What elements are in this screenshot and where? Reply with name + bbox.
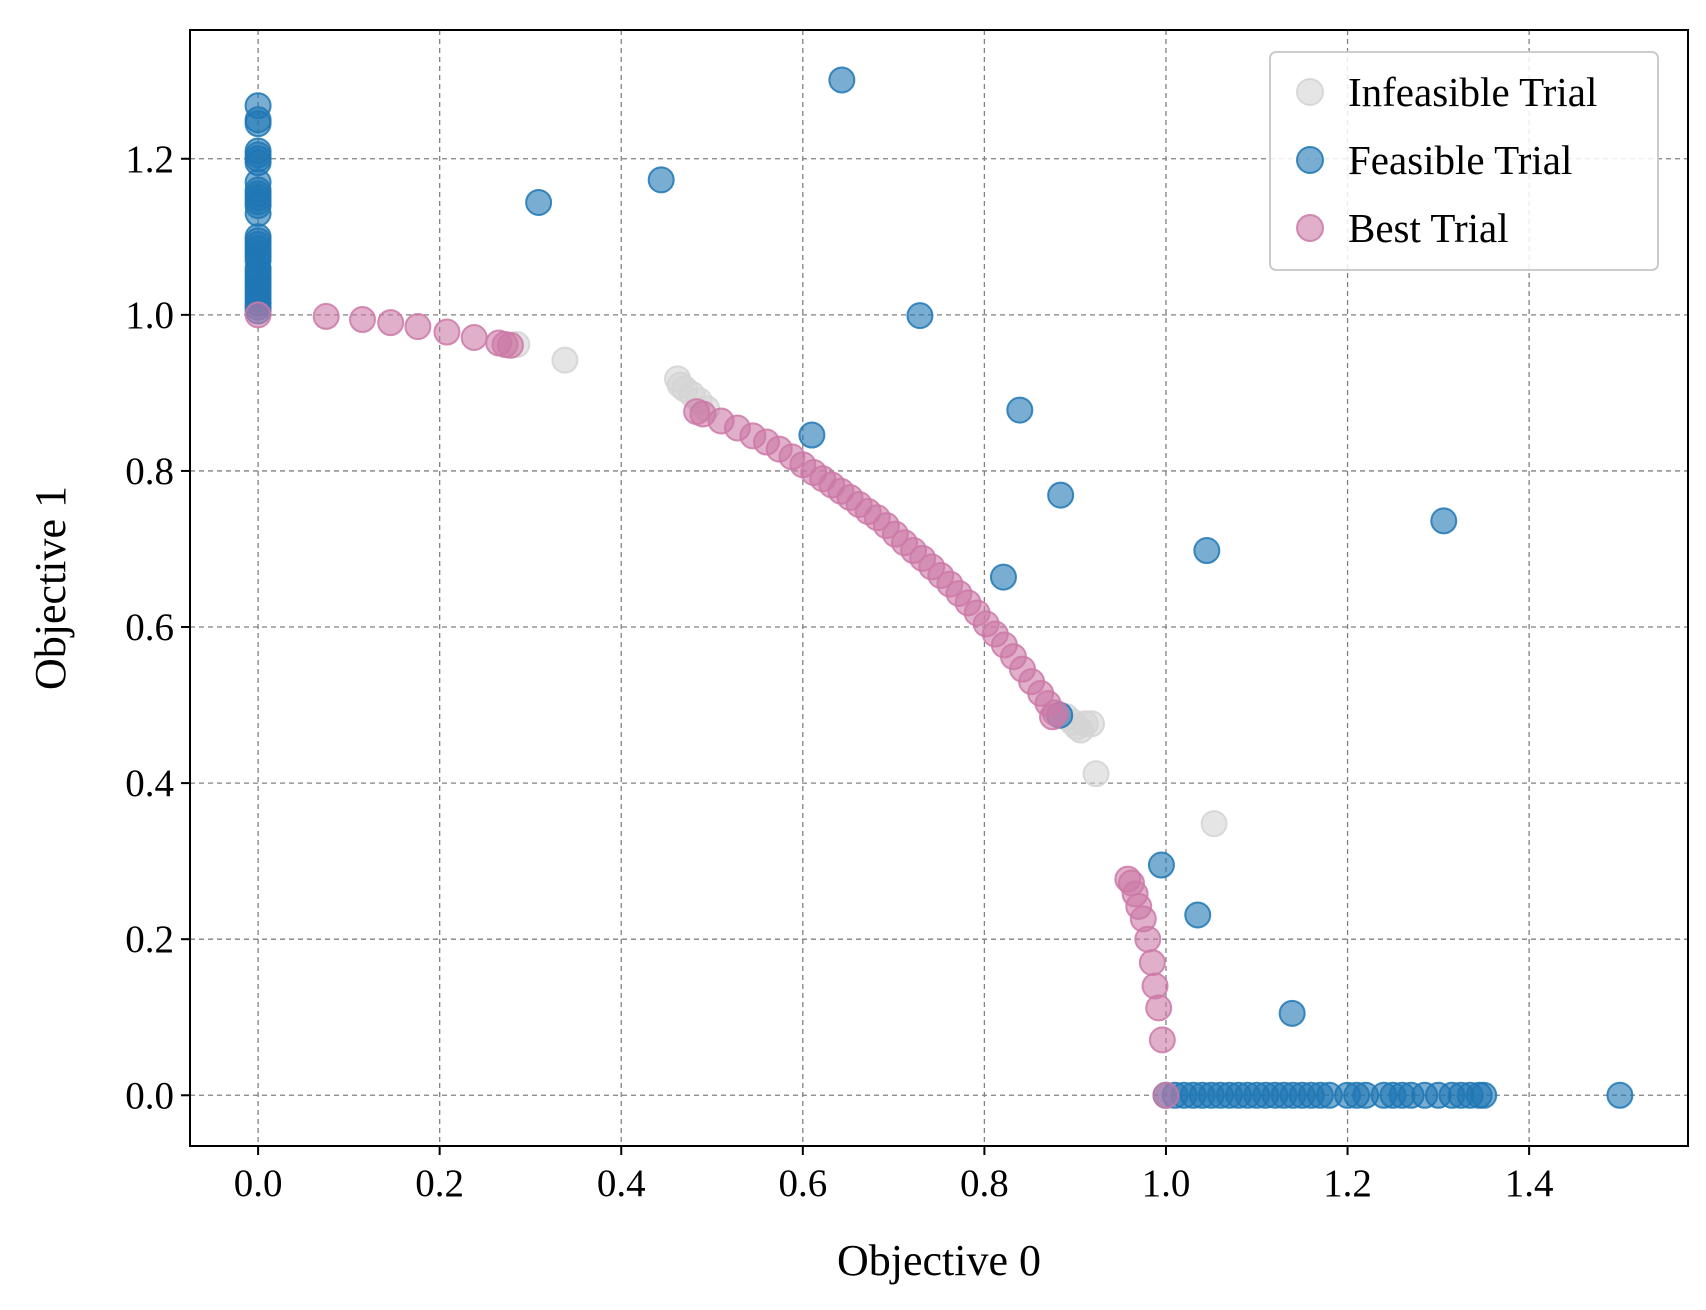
x-tick-label: 0.8 (960, 1162, 1009, 1205)
best-trial-point (1038, 703, 1066, 731)
best-trial-point (1138, 949, 1166, 977)
feasible-trial-point (647, 166, 675, 194)
best-trial-point (460, 323, 488, 351)
y-tick-label: 0.8 (125, 450, 174, 493)
feasible-trial-point (798, 421, 826, 449)
infeasible-trial-point (1078, 710, 1106, 738)
y-tick-label: 0.6 (125, 606, 174, 649)
x-tick-label: 0.4 (597, 1162, 646, 1205)
x-tick-label: 1.2 (1323, 1162, 1372, 1205)
feasible-trial-point (906, 302, 934, 330)
feasible-trial-point (525, 188, 553, 216)
best-trial-point (404, 313, 432, 341)
x-tick-label: 1.4 (1505, 1162, 1554, 1205)
x-tick-label: 0.0 (234, 1162, 283, 1205)
x-tick-label: 0.6 (778, 1162, 827, 1205)
best-trial-point (1148, 1026, 1176, 1054)
best-trial-point (312, 302, 340, 330)
best-trial-point (1134, 925, 1162, 953)
feasible-trial-point (1006, 396, 1034, 424)
best-trial-point (377, 309, 405, 337)
points-layer (244, 66, 1634, 1109)
feasible-trial-point (828, 66, 856, 94)
best-trial-point (244, 301, 272, 329)
y-tick-label: 0.4 (125, 762, 174, 805)
feasible-trial-point (989, 563, 1017, 591)
feasible-trial-point (1184, 901, 1212, 929)
feasible-trial-point (244, 110, 272, 138)
y-axis-title: Objective 1 (26, 486, 75, 690)
legend-marker-infeasible (1296, 78, 1324, 106)
infeasible-trial-point (1200, 810, 1228, 838)
infeasible-trial-point (551, 346, 579, 374)
legend-marker-best (1296, 214, 1324, 242)
feasible-trial-point (1193, 537, 1221, 565)
plot-frame (189, 29, 1689, 1147)
feasible-trial-point (1430, 507, 1458, 535)
best-trial-point (1152, 1081, 1180, 1109)
x-tick-label: 0.2 (415, 1162, 464, 1205)
x-tick-label: 1.0 (1142, 1162, 1191, 1205)
y-tick-label: 1.0 (125, 294, 174, 337)
legend-label-best: Best Trial (1348, 205, 1509, 251)
best-trial-point (348, 306, 376, 334)
feasible-trial-point (1606, 1081, 1634, 1109)
feasible-trial-point (244, 199, 272, 227)
grid-layer (190, 30, 1688, 1146)
feasible-trial-point (1147, 851, 1175, 879)
legend-marker-feasible (1296, 146, 1324, 174)
x-axis-title: Objective 0 (837, 1236, 1041, 1285)
legend-label-infeasible: Infeasible Trial (1348, 69, 1597, 115)
legend-box (1269, 51, 1659, 271)
y-tick-label: 0.2 (125, 918, 174, 961)
best-trial-point (496, 331, 524, 359)
legend: Infeasible Trial Feasible Trial Best Tri… (1269, 51, 1659, 271)
y-tick-label: 0.0 (125, 1074, 174, 1117)
best-trial-point (433, 318, 461, 346)
best-trial-point (1141, 972, 1169, 1000)
best-trial-point (1145, 994, 1173, 1022)
feasible-trial-point (1278, 999, 1306, 1027)
feasible-trial-point (1047, 481, 1075, 509)
ticks-layer: 0.0 0.2 0.4 0.6 0.8 1.0 1.2 1.4 0.0 0.2 0.4 0.6 0.8 1… (125, 138, 1553, 1205)
y-tick-label: 1.2 (125, 138, 174, 181)
feasible-trial-point (1470, 1081, 1498, 1109)
legend-label-feasible: Feasible Trial (1348, 137, 1572, 183)
infeasible-trial-point (1082, 760, 1110, 788)
